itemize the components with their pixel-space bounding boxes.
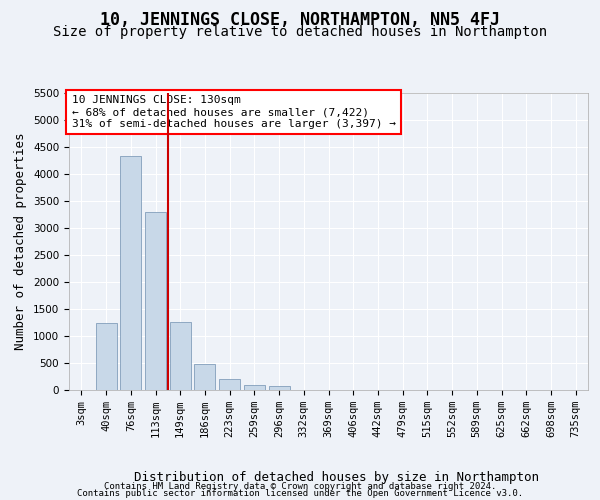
- Bar: [219, 379, 240, 390]
- Bar: [244, 384, 265, 390]
- Text: Contains HM Land Registry data © Crown copyright and database right 2024.: Contains HM Land Registry data © Crown c…: [104, 482, 496, 491]
- Bar: [145, 212, 166, 390]
- Text: 10 JENNINGS CLOSE: 130sqm
← 68% of detached houses are smaller (7,422)
31% of se: 10 JENNINGS CLOSE: 130sqm ← 68% of detac…: [71, 96, 395, 128]
- Text: Distribution of detached houses by size in Northampton: Distribution of detached houses by size …: [134, 471, 539, 484]
- Bar: [269, 386, 290, 390]
- Bar: [170, 322, 191, 390]
- Bar: [120, 156, 141, 390]
- Text: Size of property relative to detached houses in Northampton: Size of property relative to detached ho…: [53, 25, 547, 39]
- Bar: [95, 324, 116, 390]
- Text: Contains public sector information licensed under the Open Government Licence v3: Contains public sector information licen…: [77, 489, 523, 498]
- Bar: [194, 364, 215, 390]
- Y-axis label: Number of detached properties: Number of detached properties: [14, 132, 28, 350]
- Text: 10, JENNINGS CLOSE, NORTHAMPTON, NN5 4FJ: 10, JENNINGS CLOSE, NORTHAMPTON, NN5 4FJ: [100, 11, 500, 29]
